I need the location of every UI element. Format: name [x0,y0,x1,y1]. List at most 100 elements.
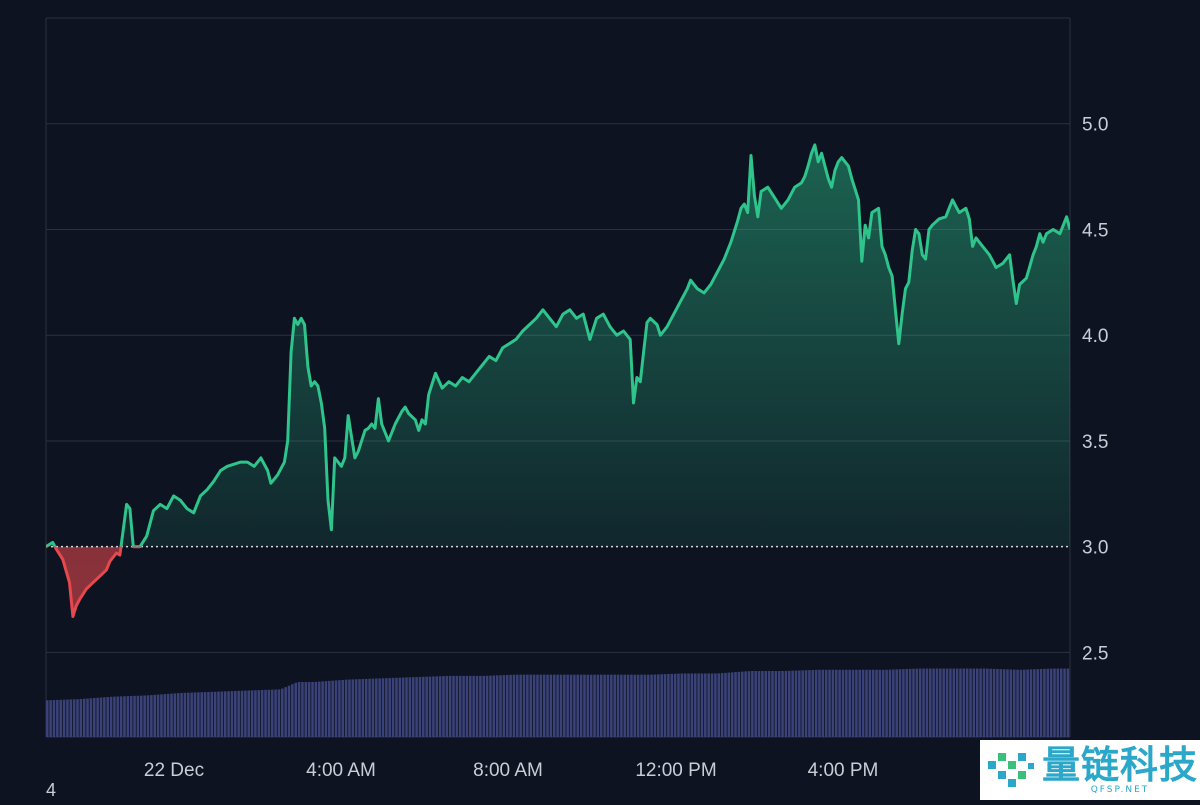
volume-bar [925,668,929,737]
volume-bar [640,674,643,737]
volume-bar [824,669,828,737]
volume-bar [526,674,529,737]
volume-bar [667,673,670,737]
volume-bar [905,668,909,737]
volume-bar [197,692,200,737]
volume-bar [96,697,99,737]
volume-bar [955,668,959,737]
volume-bar [143,695,146,737]
volume-bar [1002,669,1006,737]
volume-bar [391,677,395,737]
volume-bar [62,699,66,737]
volume-bar [818,669,821,737]
volume-bar [458,675,462,737]
volume-bar [670,673,674,737]
watermark-subtitle: QFSP.NET [1090,784,1150,795]
volume-bar [452,675,455,737]
volume-bar [774,670,778,737]
y-tick-label: 4.0 [1082,326,1108,347]
volume-bar [583,674,586,737]
volume-bar [69,699,73,737]
volume-bar [939,668,942,737]
volume-bar [868,669,872,737]
volume-bar [804,670,808,737]
volume-bar [680,673,684,737]
volume-bar [210,691,214,737]
volume-bar [690,673,694,737]
stray-label: 4 [46,780,57,800]
area-above-baseline [46,144,1070,547]
volume-bar [563,674,566,737]
volume-bar [479,675,482,737]
volume-bar [841,669,845,737]
volume-bar [697,673,700,737]
volume-bar [586,674,590,737]
volume-bar [922,668,925,737]
x-tick-label: 12:00 PM [635,760,716,781]
volume-bar [707,673,710,737]
volume-bar [808,670,811,737]
volume-bar [66,699,69,737]
volume-bar [1049,668,1053,737]
volume-bar [727,672,731,737]
volume-bar [485,675,489,737]
volume-bar [881,669,885,737]
x-tick-label: 4:00 AM [306,760,376,781]
volume-bar [150,695,153,737]
volume-bar [704,673,707,737]
volume-bar [845,669,848,737]
volume-bar [469,675,472,737]
volume-bar [771,670,774,737]
volume-bar [297,681,301,737]
volume-bar [747,671,751,737]
volume-bar [361,679,365,737]
volume-bar [811,669,815,737]
volume-bar [764,670,768,737]
volume-bar [193,692,197,737]
volume-bar [717,673,721,737]
volume-bar [136,695,140,737]
volume-bar [1029,669,1033,737]
volume-bar [579,674,583,737]
volume-bar [153,694,156,737]
volume-bar [855,669,858,737]
volume-bar [200,692,203,737]
volume-bar [314,681,318,737]
y-tick-label: 2.5 [1082,643,1108,664]
volume-bar [344,679,348,737]
volume-bar [757,670,761,737]
volume-bar [885,669,888,737]
volume-bar [448,675,452,737]
volume-bar [428,676,432,737]
volume-bar [754,670,757,737]
volume-bar [865,669,868,737]
volume-bar [898,669,902,737]
volume-bar [442,676,445,737]
volume-bar [794,670,798,737]
volume-bar [425,676,428,737]
volume-bar [512,674,516,737]
volume-bar [348,679,351,737]
volume-bar [364,678,368,737]
volume-bar [1026,669,1029,737]
volume-bar [230,691,234,737]
volume-bar [492,675,496,737]
volume-bar [660,674,663,737]
volume-bar [878,669,882,737]
volume-bar [559,674,563,737]
volume-bar [986,668,989,737]
volume-bar [257,690,261,737]
volume-bar [915,668,919,737]
volume-bar [1012,669,1016,737]
volume-bar [378,678,381,737]
volume-bar [489,675,492,737]
volume-bar [552,674,556,737]
price-line-up [46,143,1070,547]
volume-bar [411,677,415,737]
volume-bar [996,668,999,737]
volume-bar [244,690,247,737]
volume-bar [687,673,690,737]
volume-bar [999,669,1003,737]
